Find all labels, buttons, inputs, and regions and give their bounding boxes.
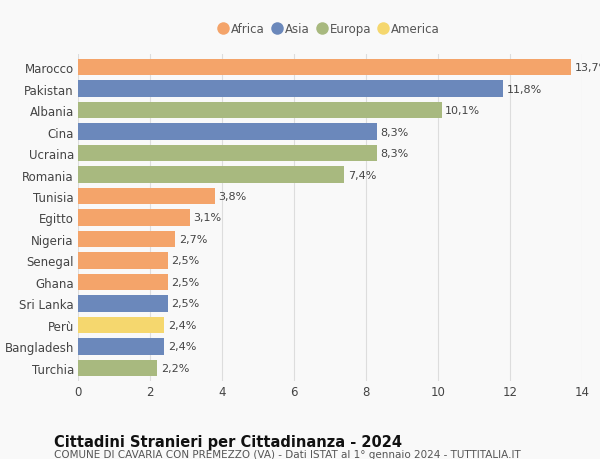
- Text: 2,5%: 2,5%: [172, 256, 200, 266]
- Text: 8,3%: 8,3%: [380, 149, 409, 159]
- Text: 7,4%: 7,4%: [348, 170, 376, 180]
- Bar: [78, 167, 344, 184]
- Bar: [78, 210, 190, 226]
- Text: 2,5%: 2,5%: [172, 299, 200, 309]
- Bar: [78, 231, 175, 248]
- Legend: Africa, Asia, Europa, America: Africa, Asia, Europa, America: [215, 19, 445, 41]
- Bar: [78, 360, 157, 376]
- Text: COMUNE DI CAVARIA CON PREMEZZO (VA) - Dati ISTAT al 1° gennaio 2024 - TUTTITALIA: COMUNE DI CAVARIA CON PREMEZZO (VA) - Da…: [54, 449, 521, 459]
- Text: 11,8%: 11,8%: [506, 84, 542, 95]
- Text: 2,4%: 2,4%: [168, 320, 196, 330]
- Text: 2,4%: 2,4%: [168, 341, 196, 352]
- Bar: [78, 274, 168, 291]
- Bar: [78, 296, 168, 312]
- Bar: [78, 338, 164, 355]
- Bar: [78, 146, 377, 162]
- Text: 8,3%: 8,3%: [380, 127, 409, 137]
- Text: 13,7%: 13,7%: [575, 63, 600, 73]
- Text: 10,1%: 10,1%: [445, 106, 481, 116]
- Bar: [78, 124, 377, 140]
- Text: Cittadini Stranieri per Cittadinanza - 2024: Cittadini Stranieri per Cittadinanza - 2…: [54, 434, 402, 449]
- Bar: [78, 188, 215, 205]
- Text: 3,8%: 3,8%: [218, 191, 247, 202]
- Text: 2,7%: 2,7%: [179, 235, 207, 245]
- Bar: [78, 252, 168, 269]
- Bar: [78, 317, 164, 334]
- Bar: [78, 102, 442, 119]
- Text: 2,5%: 2,5%: [172, 277, 200, 287]
- Bar: [78, 60, 571, 76]
- Text: 3,1%: 3,1%: [193, 213, 221, 223]
- Text: 2,2%: 2,2%: [161, 363, 189, 373]
- Bar: [78, 81, 503, 98]
